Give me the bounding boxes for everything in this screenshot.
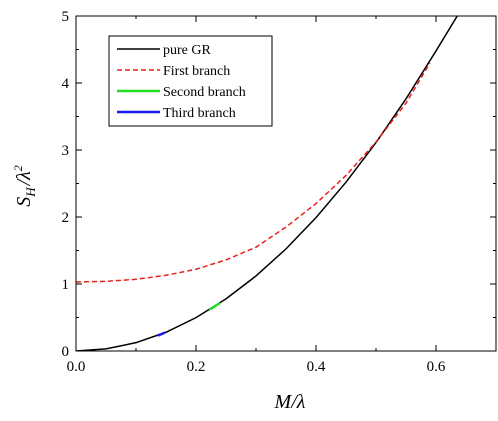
y-axis-title-sup: 2 xyxy=(11,165,25,171)
x-tick-label: 0.6 xyxy=(427,359,446,375)
legend-label: Second branch xyxy=(163,85,246,100)
x-tick-label: 0.2 xyxy=(187,359,206,375)
x-tick-label: 0.0 xyxy=(67,359,86,375)
series-layer xyxy=(76,16,458,351)
series-line-first-branch xyxy=(76,62,431,283)
series-line-third-branch xyxy=(157,331,166,337)
y-tick-label: 4 xyxy=(62,76,70,92)
ticks-layer: 0.0 0.2 0.4 0.6 0 1 2 3 4 5 xyxy=(62,9,497,375)
legend-label: Third branch xyxy=(163,106,236,121)
legend-label: First branch xyxy=(163,64,230,79)
y-axis-title-rest: /λ xyxy=(13,171,35,187)
legend-label: pure GR xyxy=(163,43,211,58)
x-tick-label: 0.4 xyxy=(307,359,326,375)
series-line-second-branch xyxy=(208,301,221,311)
y-tick-label: 0 xyxy=(62,344,70,360)
y-tick-label: 1 xyxy=(62,277,70,293)
y-tick-label: 2 xyxy=(62,210,70,226)
y-axis-title: SH/λ2 xyxy=(11,165,38,207)
svg-text:SH/λ2: SH/λ2 xyxy=(11,165,38,207)
y-axis-title-main: S xyxy=(13,197,35,207)
x-axis-title: M/λ xyxy=(274,391,306,413)
y-axis-title-sub: H xyxy=(23,187,38,198)
y-tick-label: 5 xyxy=(62,9,70,25)
legend: pure GR First branch Second branch Third br… xyxy=(108,35,273,127)
series-line-pure-gr xyxy=(76,16,458,351)
y-tick-label: 3 xyxy=(62,143,70,159)
